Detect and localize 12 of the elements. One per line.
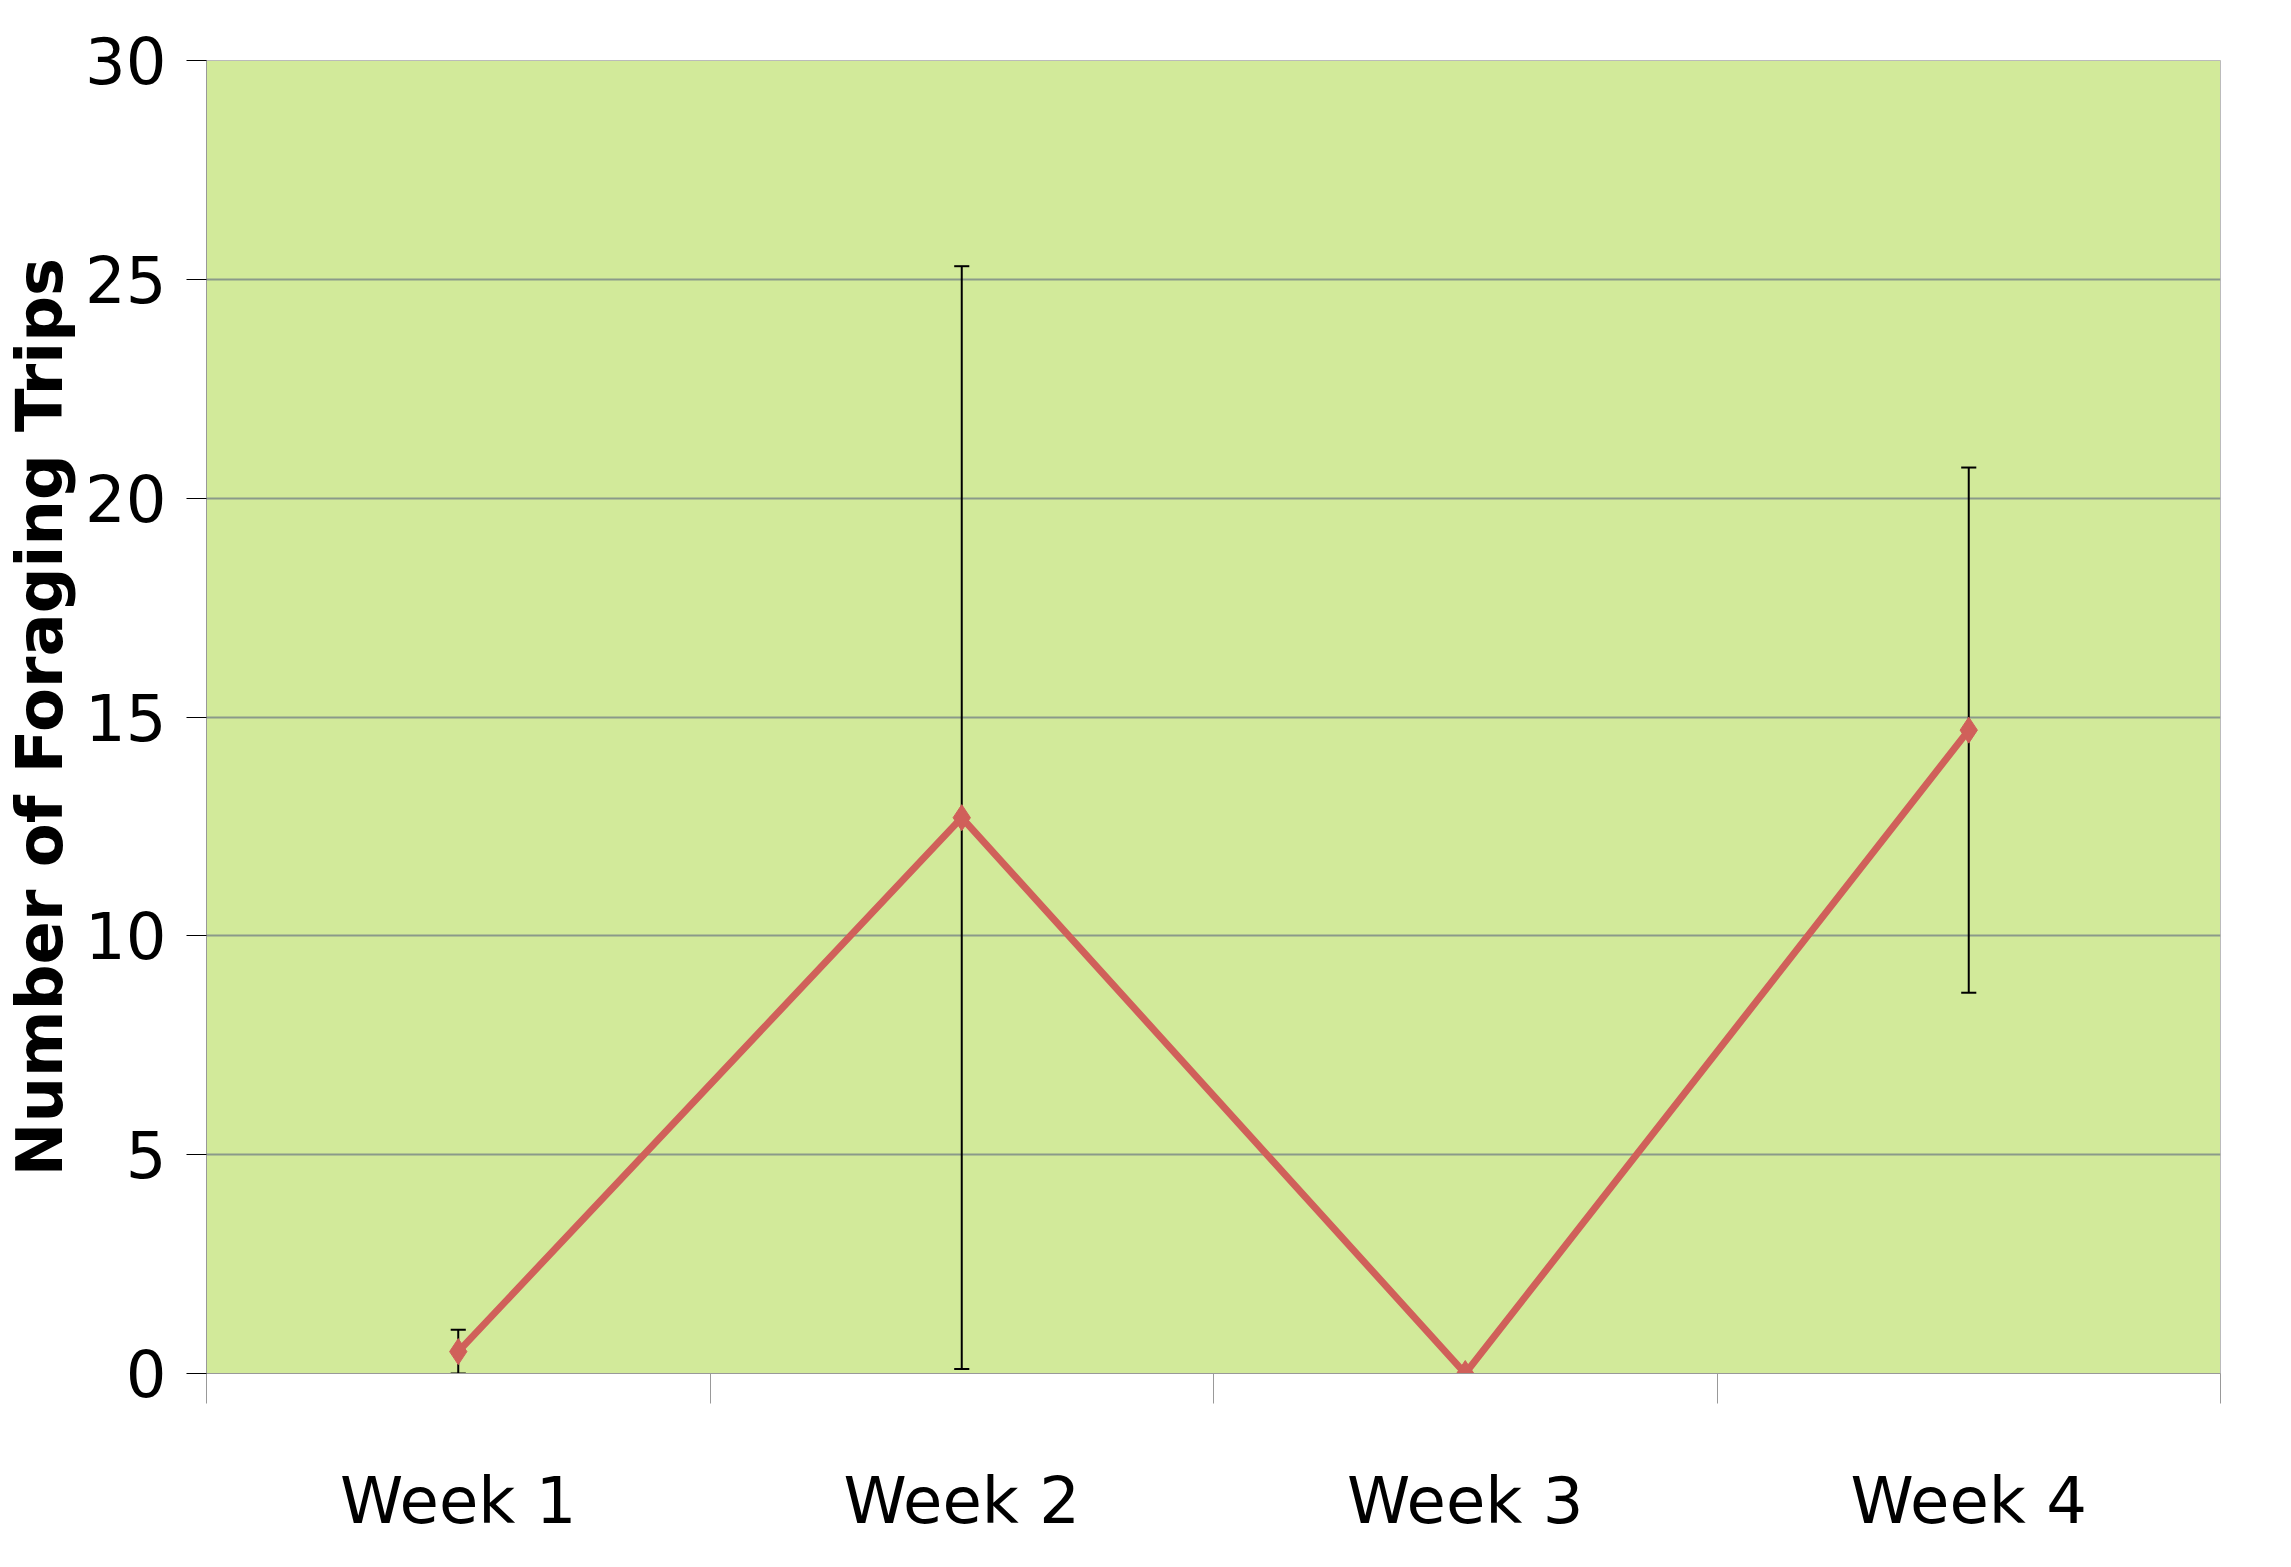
x-tick-label: Week 4 — [1850, 1463, 2087, 1538]
x-tick-label: Week 3 — [1347, 1463, 1584, 1538]
y-tick-label: 25 — [85, 243, 167, 318]
y-tick-label: 5 — [125, 1119, 167, 1194]
y-tick-label: 20 — [85, 462, 167, 537]
y-tick-label: 15 — [85, 681, 167, 756]
x-tick-label: Week 2 — [843, 1463, 1080, 1538]
y-tick-label: 10 — [85, 900, 167, 975]
y-tick-label: 30 — [85, 25, 167, 99]
y-axis-title: Number of Foraging Trips — [3, 257, 78, 1177]
x-tick-label: Week 1 — [340, 1463, 577, 1538]
y-tick-label: 0 — [125, 1338, 167, 1412]
